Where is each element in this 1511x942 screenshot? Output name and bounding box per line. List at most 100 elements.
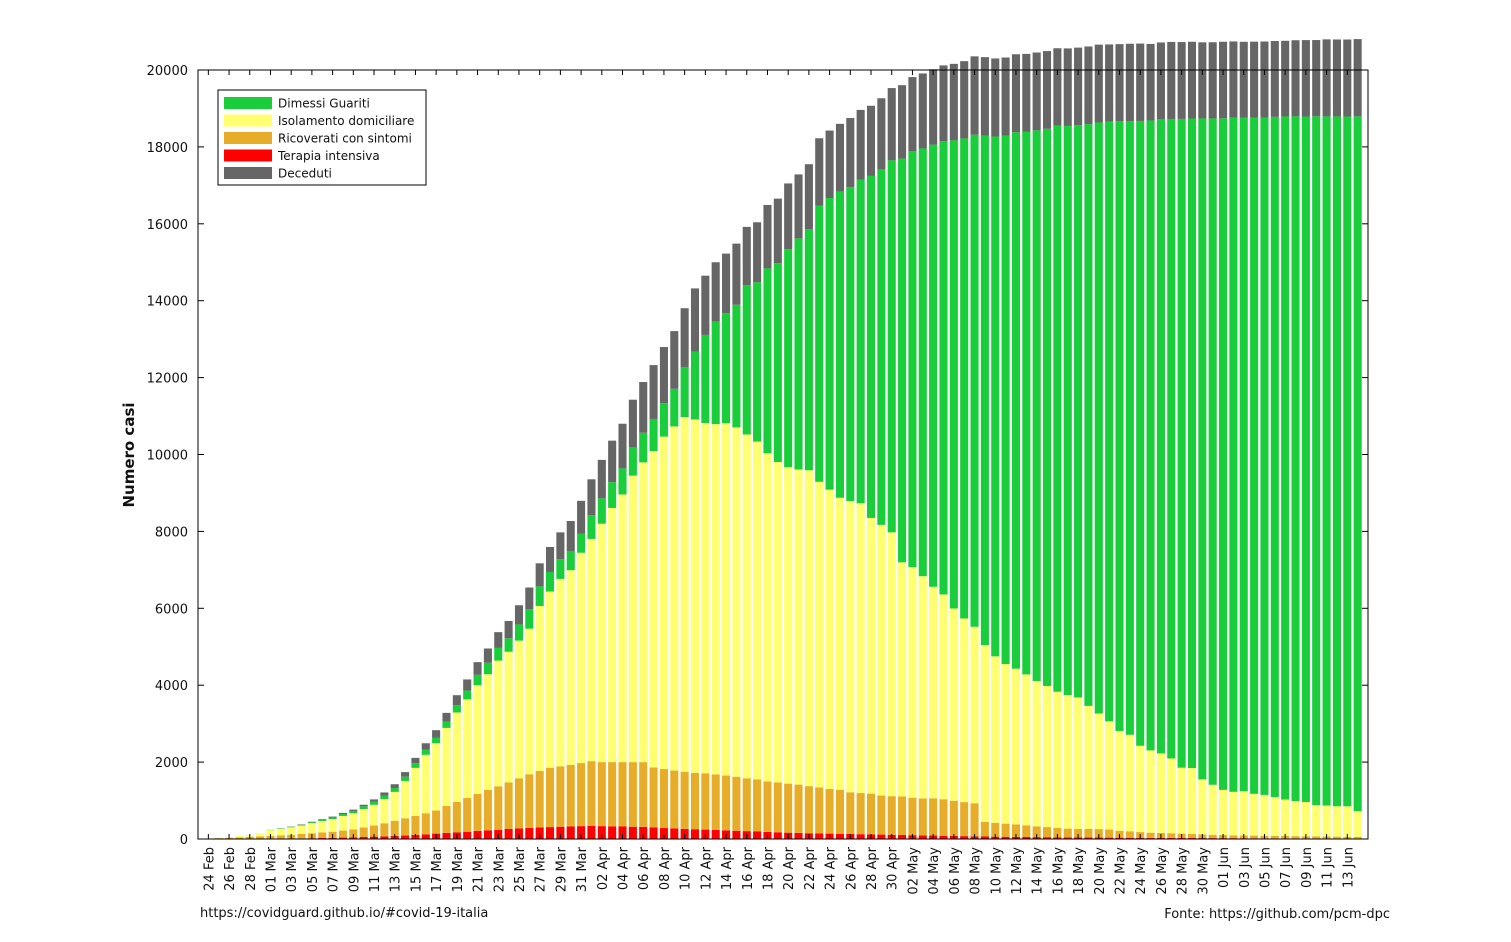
bar-78-series-2 <box>1001 823 1010 837</box>
bar-59-series-3 <box>804 470 813 787</box>
bar-67-series-4 <box>887 160 896 533</box>
x-tick-label: 30 May <box>1196 847 1211 895</box>
bar-97-series-4 <box>1198 118 1207 780</box>
bar-7-series-3 <box>266 830 275 836</box>
bar-104-series-4 <box>1270 116 1279 798</box>
bar-84-series-1 <box>1063 837 1072 839</box>
x-tick-label: 24 Apr <box>824 846 839 890</box>
x-tick-label: 31 Mar <box>575 846 590 892</box>
bar-14-series-1 <box>338 837 347 839</box>
bar-21-series-3 <box>411 767 420 816</box>
bar-60-series-2 <box>815 787 824 834</box>
bar-24-series-5 <box>442 712 451 722</box>
bar-90-series-4 <box>1125 121 1134 735</box>
x-tick-label: 28 Feb <box>244 847 259 891</box>
bar-21-series-2 <box>411 815 420 835</box>
x-tick-label: 20 Apr <box>782 846 797 890</box>
bar-101-series-3 <box>1239 791 1248 836</box>
bar-48-series-2 <box>690 772 700 830</box>
bar-100-series-3 <box>1229 791 1238 836</box>
bar-75-series-5 <box>970 56 979 135</box>
bar-52-series-4 <box>732 304 741 428</box>
bar-103-series-5 <box>1260 41 1269 118</box>
bar-10-series-2 <box>297 834 306 839</box>
bar-38-series-1 <box>587 825 596 839</box>
bar-86-series-4 <box>1084 124 1093 706</box>
bar-26-series-4 <box>463 690 472 700</box>
bar-33-series-3 <box>535 605 544 771</box>
bar-16-series-1 <box>359 837 368 839</box>
bar-44-series-3 <box>649 451 658 768</box>
bar-46-series-5 <box>670 331 679 389</box>
bar-42-series-3 <box>628 475 637 763</box>
bar-40-series-4 <box>608 482 617 508</box>
bar-4-series-3 <box>235 836 244 838</box>
bar-28-series-5 <box>483 648 492 663</box>
bar-46-series-1 <box>670 828 679 839</box>
bar-53-series-3 <box>742 434 751 779</box>
bar-111-series-4 <box>1343 116 1352 807</box>
x-tick-label: 01 Mar <box>264 846 279 892</box>
bar-66-series-5 <box>877 98 886 170</box>
bar-68-series-3 <box>898 562 907 797</box>
bar-34-series-1 <box>546 827 555 839</box>
bar-11-series-5 <box>307 821 316 823</box>
bar-81-series-3 <box>1032 680 1041 827</box>
bar-55-series-4 <box>763 268 772 454</box>
y-tick-label: 20000 <box>147 64 188 79</box>
bar-82-series-1 <box>1042 837 1052 839</box>
bar-98-series-3 <box>1208 784 1217 835</box>
bar-76-series-4 <box>980 135 989 646</box>
bar-14-series-3 <box>338 815 347 831</box>
bar-85-series-3 <box>1074 697 1083 829</box>
bar-46-series-4 <box>670 388 679 427</box>
bar-104-series-3 <box>1270 797 1279 836</box>
bar-105-series-3 <box>1281 799 1290 836</box>
bar-80-series-2 <box>1022 825 1031 837</box>
bar-59-series-5 <box>804 164 813 229</box>
bar-99-series-3 <box>1219 789 1228 836</box>
bar-40-series-1 <box>608 826 617 839</box>
bar-75-series-2 <box>970 803 979 837</box>
legend-swatch <box>224 149 272 162</box>
bar-66-series-2 <box>877 795 886 835</box>
bar-66-series-4 <box>877 169 886 525</box>
bar-71-series-5 <box>929 69 938 145</box>
bar-70-series-3 <box>918 576 927 799</box>
bar-82-series-5 <box>1042 51 1052 129</box>
bar-18-series-4 <box>380 795 389 800</box>
bar-78-series-3 <box>1001 664 1010 824</box>
bar-44-series-2 <box>649 767 658 828</box>
bar-70-series-4 <box>918 148 927 577</box>
bar-12-series-2 <box>318 832 327 838</box>
bar-56-series-1 <box>773 832 782 839</box>
bar-62-series-1 <box>835 833 844 839</box>
bar-58-series-2 <box>794 784 803 833</box>
bar-69-series-3 <box>908 567 917 798</box>
legend-swatch <box>224 97 272 109</box>
bar-102-series-4 <box>1250 117 1259 794</box>
bar-59-series-2 <box>804 786 813 834</box>
bar-49-series-2 <box>701 773 710 830</box>
x-tick-label: 02 Apr <box>596 846 611 890</box>
bar-102-series-3 <box>1250 793 1259 836</box>
bar-17-series-3 <box>369 804 379 826</box>
bar-56-series-4 <box>773 263 782 462</box>
bar-65-series-3 <box>866 517 876 794</box>
bar-18-series-3 <box>380 799 389 824</box>
legend-label: Dimessi Guariti <box>278 97 370 111</box>
bar-78-series-1 <box>1001 836 1010 839</box>
x-tick-label: 19 Mar <box>451 846 466 892</box>
bar-48-series-5 <box>690 288 700 352</box>
bar-77-series-4 <box>991 136 1000 657</box>
bar-34-series-4 <box>546 571 555 592</box>
bar-14-series-2 <box>338 830 347 838</box>
bar-108-series-5 <box>1312 40 1321 117</box>
legend-swatch <box>224 132 272 144</box>
bar-94-series-3 <box>1167 758 1176 834</box>
bar-56-series-5 <box>773 198 782 264</box>
bar-37-series-4 <box>577 533 586 553</box>
bar-16-series-5 <box>359 804 368 807</box>
bar-46-series-2 <box>670 770 679 829</box>
bar-77-series-3 <box>991 656 1000 823</box>
